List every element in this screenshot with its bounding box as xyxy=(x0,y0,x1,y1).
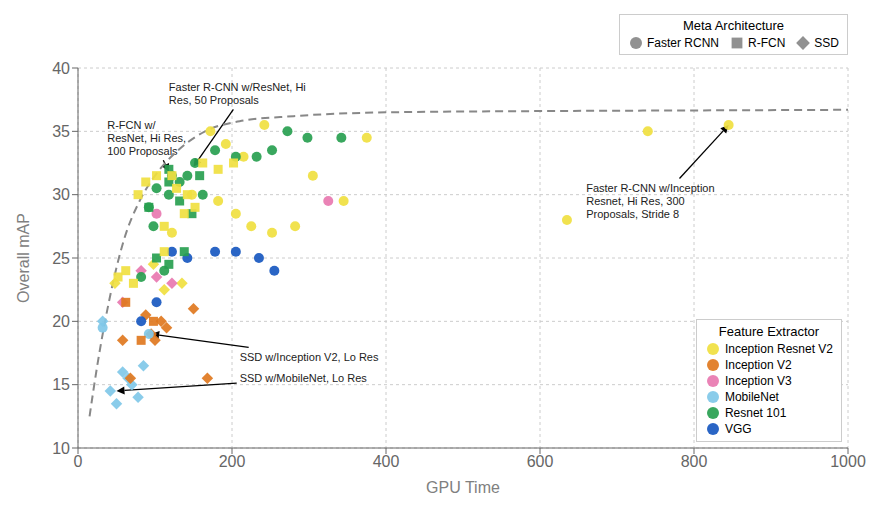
html-text:Feature Extractor: Feature Extractor xyxy=(718,324,820,339)
svg-text:R-FCN w/ResNet, Hi Res,100 Pro: R-FCN w/ResNet, Hi Res,100 Proposals xyxy=(107,119,186,157)
svg-text:SSD w/Inception V2, Lo Res: SSD w/Inception V2, Lo Res xyxy=(240,351,379,363)
svg-text:SSD w/MobileNet, Lo Res: SSD w/MobileNet, Lo Res xyxy=(240,372,368,384)
svg-text:10: 10 xyxy=(52,440,70,457)
svg-text:Overall mAP: Overall mAP xyxy=(15,213,32,303)
html-text:Resnet 101: Resnet 101 xyxy=(724,406,787,420)
svg-text:400: 400 xyxy=(373,453,400,470)
svg-text:35: 35 xyxy=(52,123,70,140)
svg-text:800: 800 xyxy=(681,453,708,470)
svg-text:200: 200 xyxy=(219,453,246,470)
svg-text:0: 0 xyxy=(74,453,83,470)
svg-text:600: 600 xyxy=(527,453,554,470)
svg-text:15: 15 xyxy=(52,376,70,393)
svg-text:30: 30 xyxy=(52,186,70,203)
svg-text:40: 40 xyxy=(52,60,70,77)
html-text:Inception Resnet V2: Inception Resnet V2 xyxy=(724,342,833,356)
html-text:MobileNet: MobileNet xyxy=(724,390,779,404)
html-text:Faster RCNN: Faster RCNN xyxy=(647,36,719,50)
html-text:R-FCN: R-FCN xyxy=(748,36,786,50)
svg-text:GPU Time: GPU Time xyxy=(426,479,500,496)
html-text:VGG: VGG xyxy=(724,422,752,436)
html-text:Inception V3: Inception V3 xyxy=(724,374,792,388)
html-text:Inception V2: Inception V2 xyxy=(724,358,792,372)
svg-text:25: 25 xyxy=(52,250,70,267)
svg-text:20: 20 xyxy=(52,313,70,330)
svg-text:Faster R-CNN w/InceptionResnet: Faster R-CNN w/InceptionResnet, Hi Res, … xyxy=(586,182,714,220)
svg-text:Faster R-CNN w/ResNet, HiRes,: Faster R-CNN w/ResNet, HiRes, 50 Proposa… xyxy=(169,81,306,106)
html-text:SSD: SSD xyxy=(814,36,839,50)
svg-text:1000: 1000 xyxy=(830,453,866,470)
html-text:Meta Architecture: Meta Architecture xyxy=(682,18,785,33)
